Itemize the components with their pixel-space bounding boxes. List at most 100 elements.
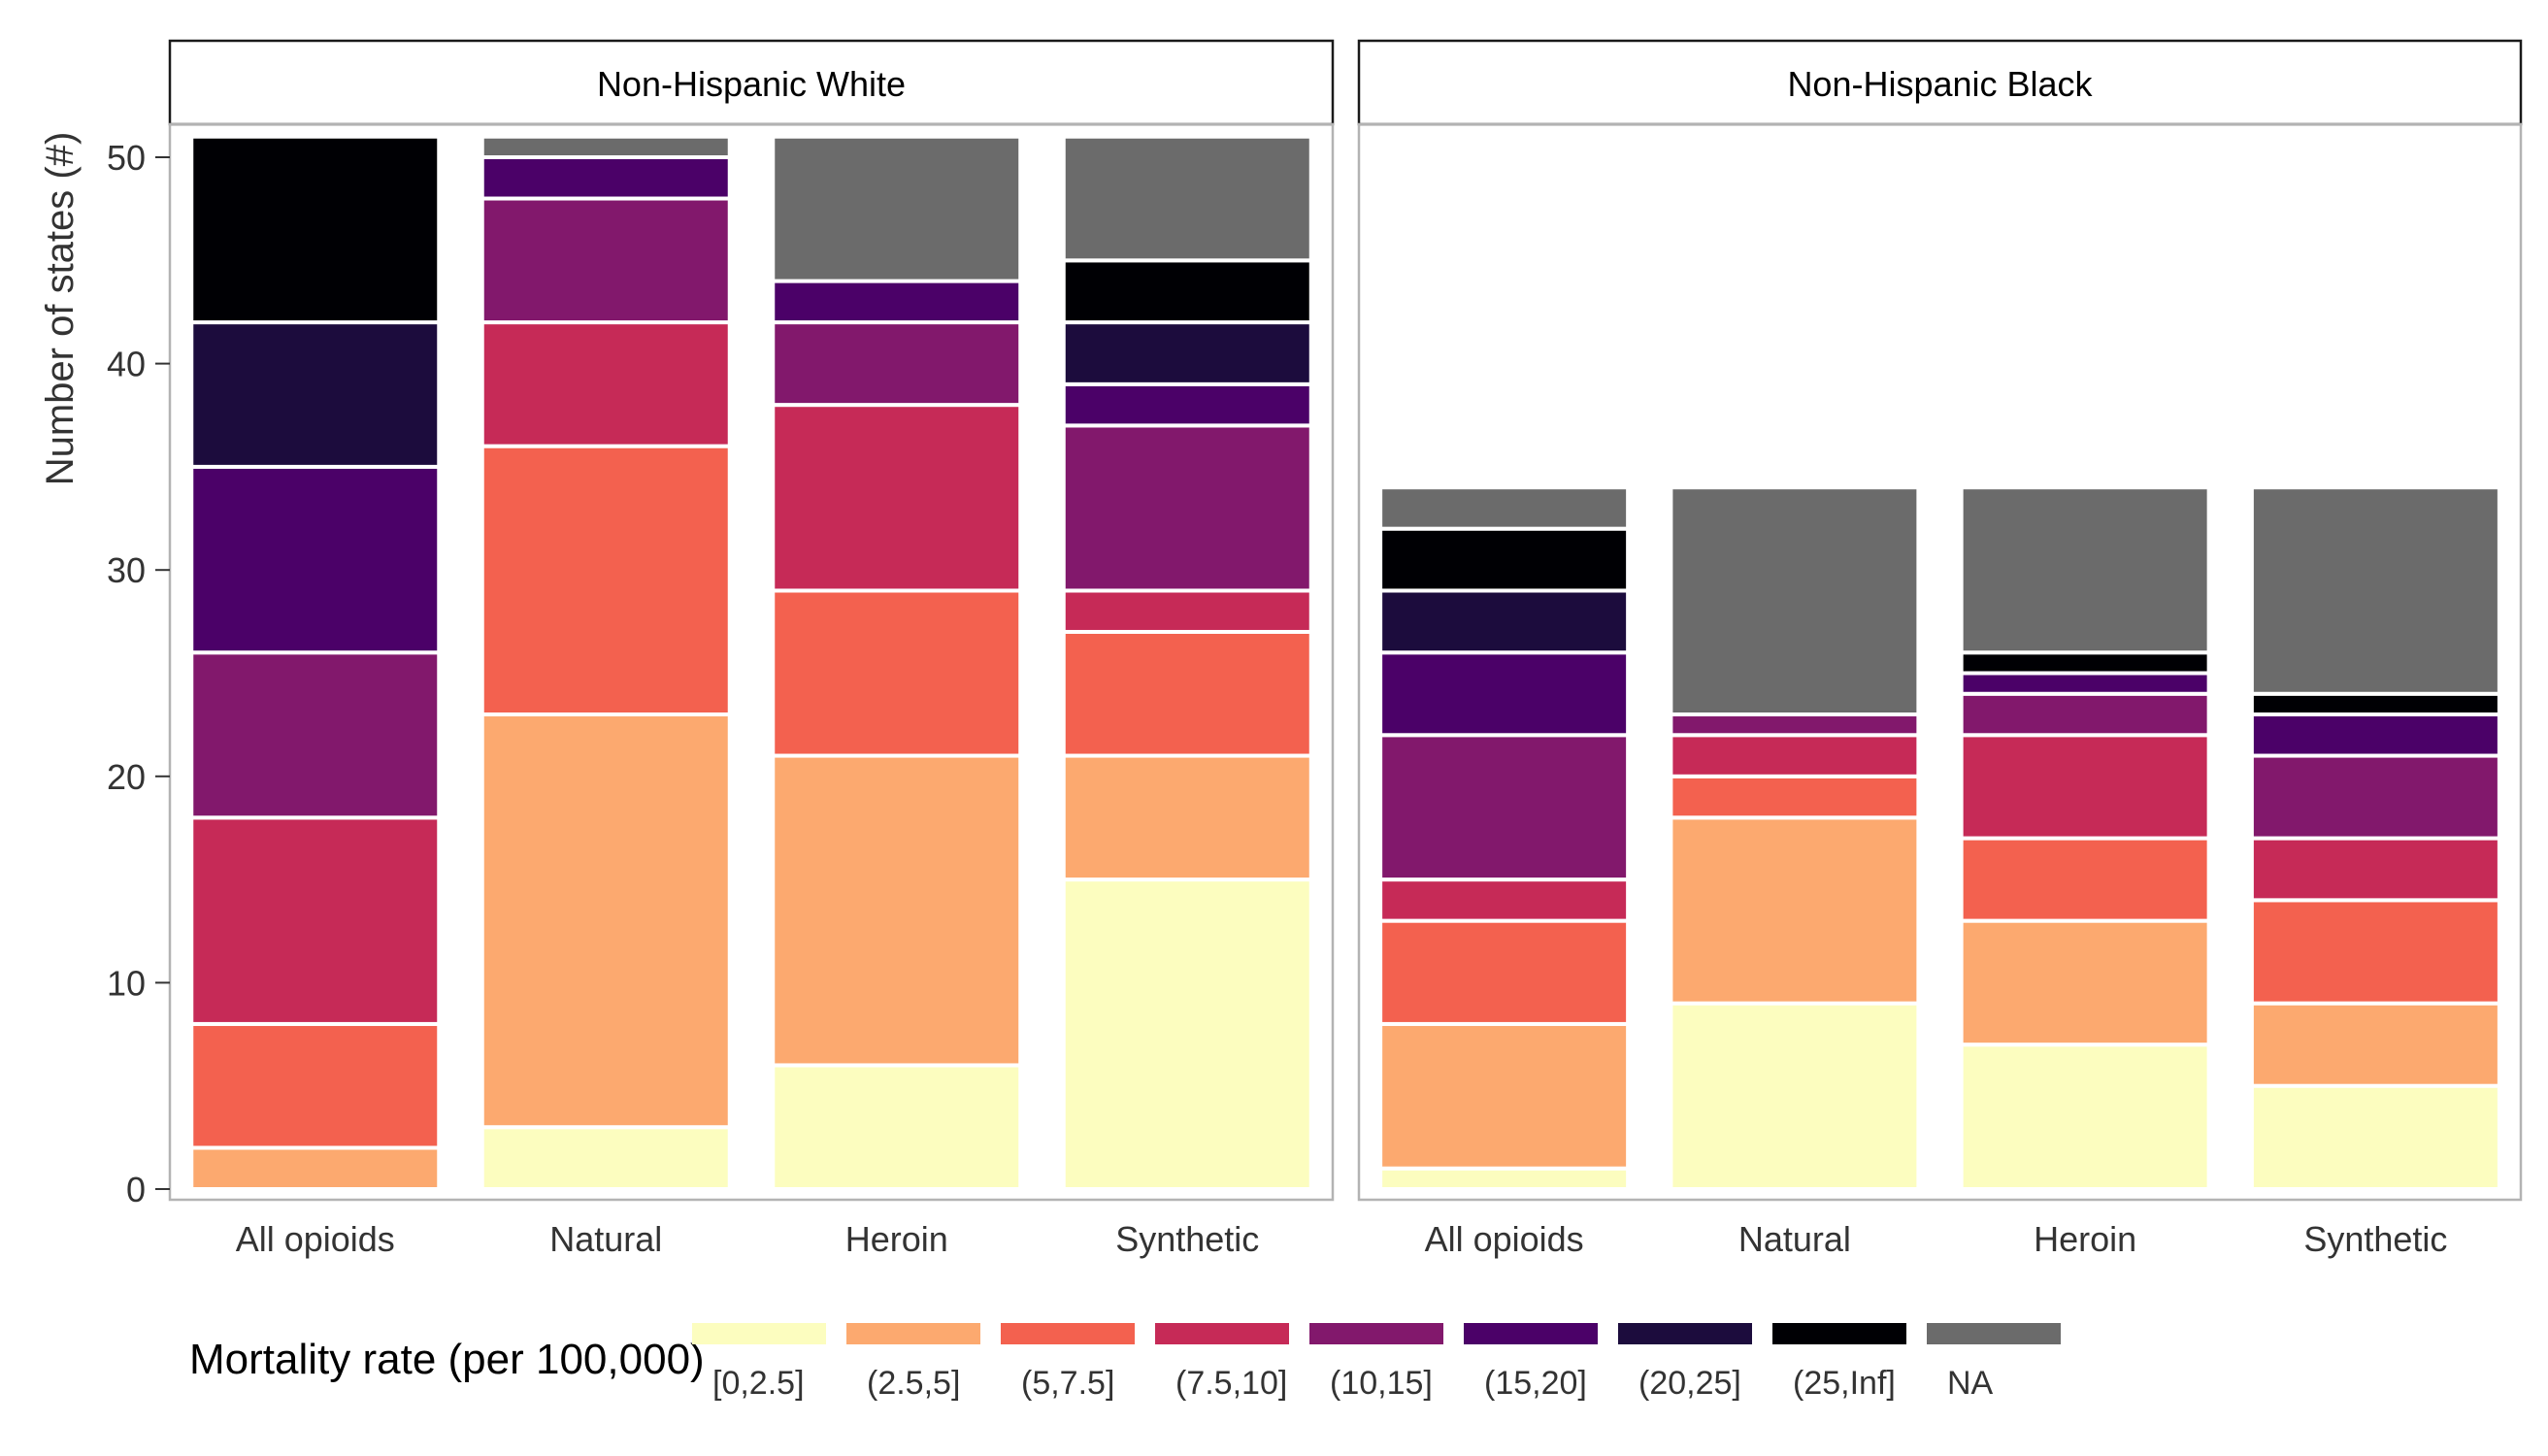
bar-segment xyxy=(1378,485,1631,531)
bar-segment xyxy=(2249,836,2501,903)
bar-segment xyxy=(189,134,442,325)
legend-label: (5,7.5] xyxy=(1021,1365,1114,1402)
x-tick-label: Natural xyxy=(549,1219,662,1259)
legend-item: (15,20] xyxy=(1464,1323,1598,1402)
bar-segment xyxy=(1669,733,1921,778)
x-tick-label: All opioids xyxy=(236,1219,395,1259)
legend-swatch xyxy=(846,1323,980,1344)
panel-1: Non-Hispanic White All opioids Natural Hero… xyxy=(168,39,1335,1259)
bar-segment xyxy=(1061,753,1313,882)
y-tick-label: 0 xyxy=(126,1170,146,1209)
bar-segment xyxy=(1669,1001,1921,1192)
legend-item: (25,Inf] xyxy=(1772,1323,1906,1402)
bar-segment xyxy=(1959,671,2211,696)
legend-swatch xyxy=(1001,1323,1135,1344)
legend: Mortality rate (per 100,000) [0,2.5] (2.5… xyxy=(189,1323,2061,1402)
bar-segment xyxy=(771,1063,1023,1191)
legend-swatch xyxy=(1309,1323,1443,1344)
bar-segment xyxy=(1378,650,1631,738)
legend-label: (25,Inf] xyxy=(1793,1365,1896,1402)
bar-segment xyxy=(771,134,1023,283)
y-tick-label: 50 xyxy=(107,138,146,178)
bar-segment xyxy=(771,403,1023,593)
bar-segment xyxy=(189,464,442,655)
bar-segment xyxy=(480,712,732,1130)
x-tick-label: Heroin xyxy=(2034,1219,2136,1259)
bar-segment xyxy=(2249,691,2501,717)
panel-strip xyxy=(1357,39,2523,126)
bar-segment xyxy=(480,320,732,448)
bar-segment xyxy=(189,1021,442,1150)
bar-segment xyxy=(1959,918,2211,1047)
bar-segment xyxy=(1061,629,1313,758)
bar-segment xyxy=(2249,485,2501,696)
bar-segment xyxy=(1959,485,2211,655)
bar-segment xyxy=(189,1145,442,1191)
legend-swatch xyxy=(1618,1323,1752,1344)
bar-segment xyxy=(1378,588,1631,655)
legend-swatch xyxy=(1155,1323,1289,1344)
legend-swatch xyxy=(1927,1323,2061,1344)
bar-segment xyxy=(1378,526,1631,593)
panel-title: Non-Hispanic White xyxy=(597,64,906,104)
legend-swatch xyxy=(1464,1323,1598,1344)
bar-segment xyxy=(1061,258,1313,325)
bar-segment xyxy=(1378,1021,1631,1171)
bar-segment xyxy=(2249,898,2501,1006)
panel-border xyxy=(168,122,1335,1202)
bar-segment xyxy=(1959,733,2211,841)
bar-segment xyxy=(771,753,1023,1068)
y-axis: Number of states (#) 0 10 20 30 40 50 xyxy=(39,132,170,1209)
legend-item: (5,7.5] xyxy=(1001,1323,1135,1402)
legend-swatch xyxy=(1772,1323,1906,1344)
panel-2: Non-Hispanic Black All opioids Natural Hero… xyxy=(1357,39,2523,1259)
bar-segment xyxy=(1669,815,1921,1006)
bar-segment xyxy=(1061,877,1313,1191)
y-tick-label: 10 xyxy=(107,963,146,1003)
x-tick-label: Synthetic xyxy=(2303,1219,2447,1259)
legend-label: NA xyxy=(1947,1365,1994,1402)
bar-segment xyxy=(1959,650,2211,676)
bar-segment xyxy=(1378,877,1631,923)
legend-item: (20,25] xyxy=(1618,1323,1752,1402)
bar-segment xyxy=(189,815,442,1026)
panel-strip xyxy=(168,39,1335,126)
bar-segment xyxy=(1061,381,1313,428)
bar-segment xyxy=(189,320,442,469)
bar-segment xyxy=(480,444,732,717)
legend-label: [0,2.5] xyxy=(712,1365,805,1402)
bar-segment xyxy=(1061,423,1313,593)
legend-swatch xyxy=(692,1323,826,1344)
legend-label: (15,20] xyxy=(1484,1365,1587,1402)
bar-segment xyxy=(771,588,1023,758)
legend-title: Mortality rate (per 100,000) xyxy=(189,1336,705,1383)
x-tick-label: Natural xyxy=(1738,1219,1851,1259)
panels-layer: Non-Hispanic White All opioids Natural Hero… xyxy=(168,39,2523,1259)
legend-item: (10,15] xyxy=(1309,1323,1443,1402)
y-tick-label: 30 xyxy=(107,550,146,590)
bar-segment xyxy=(1669,712,1921,738)
legend-item: (2.5,5] xyxy=(846,1323,980,1402)
bar-segment xyxy=(1378,918,1631,1026)
bar-segment xyxy=(771,320,1023,408)
panel-border xyxy=(1357,122,2523,1202)
bar-segment xyxy=(1669,774,1921,820)
bar-segment xyxy=(1959,691,2211,738)
legend-label: (7.5,10] xyxy=(1175,1365,1287,1402)
bar-segment xyxy=(480,155,732,201)
legend-item: [0,2.5] xyxy=(692,1323,826,1402)
y-axis-title: Number of states (#) xyxy=(39,132,82,486)
bar-segment xyxy=(480,134,732,160)
bar-segment xyxy=(1378,1166,1631,1191)
legend-label: (20,25] xyxy=(1638,1365,1741,1402)
bar-segment xyxy=(2249,1083,2501,1191)
bar-segment xyxy=(1061,134,1313,263)
bar-segment xyxy=(2249,712,2501,758)
y-tick-label: 20 xyxy=(107,757,146,797)
bar-segment xyxy=(1061,320,1313,386)
legend-item: NA xyxy=(1927,1323,2061,1402)
bar-segment xyxy=(1061,588,1313,634)
x-tick-label: All opioids xyxy=(1425,1219,1584,1259)
bar-segment xyxy=(2249,1001,2501,1088)
bar-segment xyxy=(1669,485,1921,717)
